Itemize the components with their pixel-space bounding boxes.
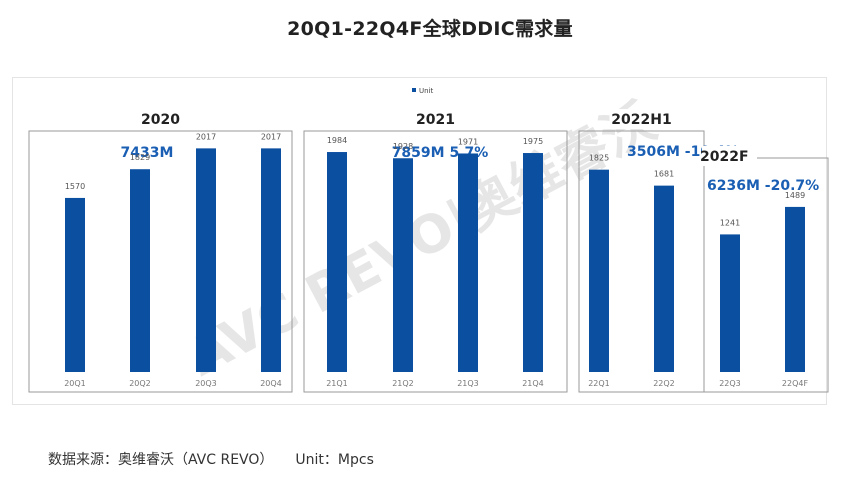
- group-title-2022F: 2022F: [700, 149, 749, 165]
- bar-20Q2: [130, 169, 150, 372]
- chart-title: 20Q1-22Q4F全球DDIC需求量: [287, 18, 573, 40]
- source-note: 数据来源：奥维睿沃（AVC REVO） Unit：Mpcs: [48, 449, 396, 469]
- group-box-2022F: [703, 157, 829, 393]
- data-label-21Q1: 1984: [327, 136, 347, 145]
- bar-22Q1: [589, 169, 609, 372]
- x-tick-21Q3: 21Q3: [457, 379, 479, 388]
- source-text: 数据来源：奥维睿沃（AVC REVO）: [48, 452, 274, 468]
- x-tick-20Q1: 20Q1: [64, 379, 86, 388]
- group-title-bg: [137, 109, 184, 129]
- group-title-2020: 2020: [141, 112, 180, 128]
- bar-20Q3: [196, 148, 216, 372]
- data-labels: 1570 1829 2017 2017 1984 1928 1971 1975 1825 1681…: [65, 132, 805, 227]
- bar-22Q2: [654, 185, 674, 372]
- group-title-bg: [702, 146, 757, 166]
- data-label-20Q1: 1570: [65, 182, 85, 191]
- x-tick-22Q1: 22Q1: [588, 379, 610, 388]
- bars: [65, 148, 805, 372]
- group-total-2020: 7433M: [121, 145, 174, 161]
- data-label-21Q2: 1928: [393, 142, 413, 151]
- bar-21Q2: [393, 158, 413, 372]
- group-box-2020: [28, 130, 293, 393]
- x-tick-21Q4: 21Q4: [522, 379, 544, 388]
- legend-label: Unit: [419, 87, 434, 95]
- data-label-20Q2: 1829: [130, 153, 150, 162]
- group-box-2021: [303, 130, 568, 393]
- bar-20Q1: [65, 197, 85, 372]
- unit-text: Unit：Mpcs: [295, 452, 374, 468]
- bar-21Q4: [523, 153, 543, 372]
- data-label-21Q3: 1971: [458, 137, 478, 146]
- legend: Unit: [412, 87, 434, 95]
- x-tick-21Q2: 21Q2: [392, 379, 414, 388]
- x-tick-20Q3: 20Q3: [195, 379, 217, 388]
- data-label-22Q2: 1681: [654, 170, 674, 179]
- bar-22Q4F: [785, 206, 805, 372]
- x-tick-22Q4F: 22Q4F: [782, 379, 809, 388]
- x-tick-labels: 20Q1 20Q2 20Q3 20Q4 21Q1 21Q2 21Q3 21Q4 22Q1 22Q2…: [64, 379, 808, 388]
- chart-frame: [12, 77, 827, 405]
- data-label-22Q1: 1825: [589, 154, 609, 163]
- data-label-22Q3: 1241: [720, 218, 740, 227]
- bar-20Q4: [261, 148, 281, 372]
- x-tick-20Q4: 20Q4: [260, 379, 282, 388]
- x-tick-22Q2: 22Q2: [653, 379, 675, 388]
- group-title-bg: [609, 109, 674, 129]
- group-title-2022H1: 2022H1: [611, 112, 671, 128]
- legend-swatch: [412, 88, 416, 92]
- data-label-22Q4F: 1489: [785, 191, 805, 200]
- data-label-20Q4: 2017: [261, 132, 281, 141]
- data-label-21Q4: 1975: [523, 137, 543, 146]
- data-label-20Q3: 2017: [196, 132, 216, 141]
- x-tick-20Q2: 20Q2: [129, 379, 151, 388]
- bar-21Q1: [327, 152, 347, 372]
- x-tick-22Q3: 22Q3: [719, 379, 741, 388]
- bar-21Q3: [458, 153, 478, 372]
- group-title-bg: [412, 109, 459, 129]
- x-tick-21Q1: 21Q1: [326, 379, 348, 388]
- bar-22Q3: [720, 234, 740, 372]
- group-total-2022F: 6236M -20.7%: [707, 178, 819, 194]
- group-title-2021: 2021: [416, 112, 455, 128]
